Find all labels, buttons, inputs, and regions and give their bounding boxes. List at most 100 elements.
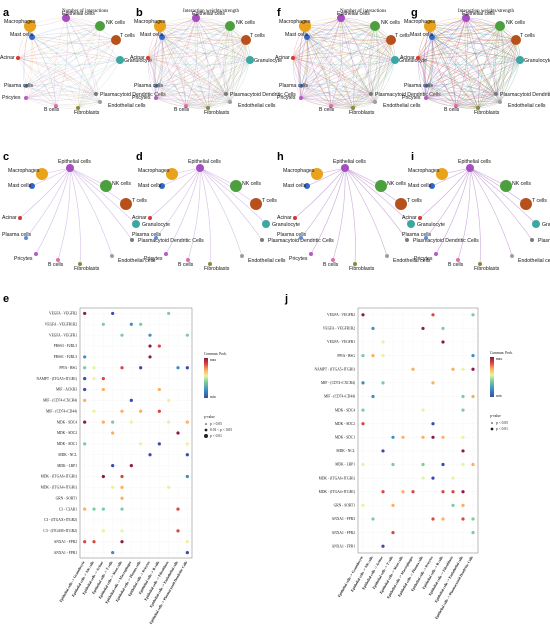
node-5 xyxy=(146,56,150,60)
size-legend-dot xyxy=(205,423,207,425)
node-label: Plasma cells xyxy=(402,232,432,238)
edge xyxy=(31,33,117,41)
node-label: Mast cells xyxy=(285,32,308,38)
node-label: Mast cells xyxy=(410,32,433,38)
edge xyxy=(147,57,187,107)
edge xyxy=(292,57,302,99)
size-legend-title: p-value xyxy=(490,414,501,418)
panel-b-title: Interaction weights/strength xyxy=(183,9,239,14)
edge xyxy=(495,25,501,103)
dot-plot-panels: VEGFA - VEGFR2 VEGFA - VEGFR1R2 VEGFA - VE… xyxy=(37,307,513,625)
edge xyxy=(352,39,392,109)
edge xyxy=(300,95,376,103)
dot xyxy=(167,398,171,402)
y-tick-label: PRSS1 - F2RL3 xyxy=(54,355,78,359)
dot xyxy=(111,311,115,316)
node-9 xyxy=(434,252,438,256)
panel-a-title: Number of interactions xyxy=(62,9,108,14)
edge xyxy=(25,97,101,105)
node-label: Endothelial cells xyxy=(238,103,276,109)
edge xyxy=(425,39,517,99)
node-5 xyxy=(416,56,420,60)
edge xyxy=(300,25,376,99)
edge xyxy=(431,36,517,44)
edge xyxy=(300,59,396,87)
node-6 xyxy=(132,220,140,228)
edge xyxy=(425,59,521,87)
edge xyxy=(329,17,342,107)
dot xyxy=(101,387,105,392)
y-tick-label: C3 - C3AR1 xyxy=(59,507,77,511)
node-label: Macrophages xyxy=(134,19,166,25)
edge xyxy=(425,97,479,109)
node-label: Mast cells xyxy=(138,183,161,189)
edge xyxy=(25,91,97,99)
edge xyxy=(457,167,471,261)
edge xyxy=(425,97,457,107)
edge xyxy=(147,57,209,109)
node-6 xyxy=(116,56,124,64)
edge xyxy=(499,25,505,103)
y-tick-label: MDK - (ITGA6+ITGB1) xyxy=(319,476,356,480)
node-9 xyxy=(154,96,158,100)
edge xyxy=(65,17,97,95)
edge xyxy=(199,167,211,265)
edge xyxy=(431,36,457,107)
colorbar-min: min xyxy=(496,394,502,398)
dot-plot-e: VEGFA - VEGFR2 VEGFA - VEGFR1R2 VEGFA - VE… xyxy=(37,307,232,625)
edge xyxy=(352,25,376,109)
y-tick-label: MDK - SDC4 xyxy=(57,420,77,424)
node-label: T cells xyxy=(120,33,135,39)
edge xyxy=(370,25,376,103)
edge xyxy=(425,39,517,87)
edge xyxy=(300,59,396,87)
edge xyxy=(425,91,497,99)
edge xyxy=(185,100,231,107)
edge xyxy=(424,36,433,99)
edge xyxy=(155,85,227,96)
node-11 xyxy=(353,262,357,266)
edge xyxy=(25,93,97,101)
node-11 xyxy=(476,106,480,110)
edge xyxy=(155,97,187,107)
node-label: Macrophages xyxy=(4,19,36,25)
edge xyxy=(225,25,233,95)
dot xyxy=(431,476,435,480)
edge xyxy=(161,36,251,61)
dot xyxy=(361,313,365,317)
node-8 xyxy=(94,92,98,96)
panel-letter-g: g xyxy=(411,7,418,19)
edge xyxy=(417,57,427,99)
edge xyxy=(229,39,247,103)
edge xyxy=(455,25,501,107)
node-label: Plasma cells xyxy=(279,83,309,89)
node-label: NK cells xyxy=(387,181,406,187)
node-label: Plasma cells xyxy=(132,232,162,238)
edge xyxy=(431,36,497,95)
edge xyxy=(147,57,231,103)
edge xyxy=(300,25,376,87)
panel-f-title: Number of interactions xyxy=(340,9,386,14)
dot xyxy=(157,409,161,413)
edge xyxy=(77,39,117,109)
node-label: Pricytes xyxy=(289,256,308,262)
edge xyxy=(455,100,501,107)
node-label: B cells xyxy=(444,107,460,113)
edge xyxy=(292,57,376,103)
edge xyxy=(425,36,434,99)
edge xyxy=(161,36,209,109)
y-tick-label: C3 - (ITGAM+ITGB2) xyxy=(43,529,77,533)
edge xyxy=(340,17,396,61)
edge xyxy=(330,93,372,107)
edge xyxy=(374,39,392,103)
edge xyxy=(417,25,501,59)
edge xyxy=(300,25,376,87)
dot xyxy=(120,409,124,413)
colorbar xyxy=(490,357,494,397)
dot xyxy=(401,490,405,494)
dot xyxy=(431,422,435,426)
dot xyxy=(391,530,395,535)
edge xyxy=(455,93,497,107)
edge xyxy=(147,57,251,66)
